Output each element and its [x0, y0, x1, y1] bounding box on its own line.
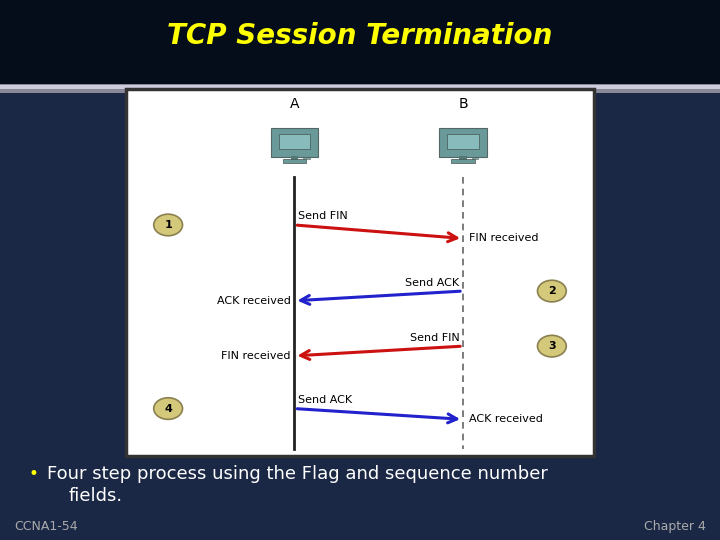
- Bar: [291, 156, 298, 159]
- Bar: [126, 89, 594, 456]
- Bar: [459, 156, 467, 159]
- Text: FIN received: FIN received: [221, 351, 291, 361]
- Text: Four step process using the Flag and sequence number: Four step process using the Flag and seq…: [47, 465, 548, 483]
- Circle shape: [153, 398, 183, 420]
- Circle shape: [153, 214, 183, 236]
- Bar: [447, 133, 479, 149]
- Text: ACK received: ACK received: [217, 296, 291, 306]
- Text: A: A: [289, 97, 300, 111]
- Text: Send FIN: Send FIN: [410, 333, 459, 343]
- Text: 3: 3: [548, 341, 556, 351]
- Text: B: B: [458, 97, 468, 111]
- Text: Send ACK: Send ACK: [405, 278, 459, 288]
- Text: fields.: fields.: [68, 487, 122, 505]
- Text: Send ACK: Send ACK: [298, 395, 352, 406]
- Text: ACK received: ACK received: [469, 414, 543, 424]
- Text: FIN received: FIN received: [469, 233, 539, 244]
- Text: 4: 4: [164, 403, 172, 414]
- Text: CCNA1-54: CCNA1-54: [14, 520, 78, 533]
- Bar: [282, 159, 306, 163]
- Bar: [0, 0, 720, 84]
- Bar: [451, 159, 475, 163]
- Bar: [303, 151, 311, 160]
- Bar: [279, 133, 310, 149]
- Text: 2: 2: [548, 286, 556, 296]
- Text: Chapter 4: Chapter 4: [644, 520, 706, 533]
- FancyBboxPatch shape: [271, 128, 318, 157]
- Text: •: •: [29, 465, 39, 483]
- Text: TCP Session Termination: TCP Session Termination: [167, 23, 553, 50]
- Circle shape: [537, 280, 566, 302]
- Text: Send FIN: Send FIN: [298, 211, 348, 221]
- Bar: [0, 85, 720, 89]
- Circle shape: [537, 335, 566, 357]
- Bar: [472, 151, 480, 160]
- FancyBboxPatch shape: [439, 128, 487, 157]
- Text: 1: 1: [164, 220, 172, 230]
- Bar: [0, 84, 720, 93]
